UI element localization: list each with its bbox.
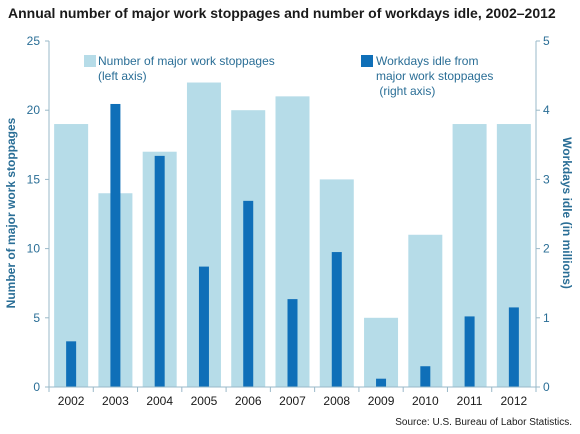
bar-workdays-2008 <box>331 252 342 387</box>
bar-workdays-2005 <box>198 266 209 387</box>
right-tick-label: 0 <box>543 380 550 394</box>
bar-workdays-2012 <box>508 307 519 387</box>
right-axis-title: Workdays idle (in millions) <box>560 137 574 289</box>
legend-label-workdays-line1: Workdays idle from <box>376 54 478 68</box>
chart-title: Annual number of major work stoppages an… <box>8 5 556 21</box>
x-tick-label: 2007 <box>279 394 306 408</box>
legend-swatch-stoppages <box>84 55 96 67</box>
bar-workdays-2004 <box>154 155 165 387</box>
x-ticks: 2002 2003 2004 2005 2006 2007 2008 2009 2010 2011… <box>48 387 537 408</box>
x-tick-label: 2003 <box>102 394 129 408</box>
bar-workdays-2010 <box>420 366 431 387</box>
left-tick-label: 20 <box>27 103 41 117</box>
left-ticks: 0 5 10 15 20 25 <box>27 34 49 394</box>
left-tick-label: 25 <box>27 34 41 48</box>
x-tick-label: 2008 <box>323 394 350 408</box>
legend-swatch-workdays <box>361 55 373 67</box>
legend-label-stoppages-line2: (left axis) <box>98 69 147 83</box>
bar-workdays-2007 <box>287 299 298 387</box>
legend: Number of major work stoppages (left axi… <box>84 54 493 98</box>
right-tick-label: 3 <box>543 172 550 186</box>
legend-label-workdays-line2: major work stoppages <box>376 69 493 83</box>
x-tick-label: 2012 <box>501 394 528 408</box>
left-tick-label: 0 <box>33 380 40 394</box>
bar-workdays-2009 <box>376 378 387 387</box>
bar-workdays-2002 <box>66 341 77 387</box>
left-axis-title: Number of major work stoppages <box>4 117 18 308</box>
bar-workdays-2011 <box>464 316 475 387</box>
bar-stoppages-2009 <box>364 317 399 387</box>
right-tick-label: 2 <box>543 242 550 256</box>
right-ticks: 0 1 2 3 4 5 <box>536 34 550 394</box>
x-tick-label: 2009 <box>368 394 395 408</box>
right-tick-label: 5 <box>543 34 550 48</box>
left-tick-label: 5 <box>33 311 40 325</box>
bar-workdays-2006 <box>243 200 254 387</box>
x-tick-label: 2010 <box>412 394 439 408</box>
left-tick-label: 15 <box>27 172 41 186</box>
x-tick-label: 2011 <box>457 394 483 408</box>
legend-label-stoppages-line1: Number of major work stoppages <box>98 54 275 68</box>
x-tick-label: 2004 <box>146 394 173 408</box>
axes <box>48 41 537 388</box>
x-tick-label: 2005 <box>191 394 218 408</box>
right-tick-label: 1 <box>543 311 550 325</box>
source-note: Source: U.S. Bureau of Labor Statistics. <box>395 417 572 428</box>
bar-workdays-2003 <box>110 103 121 388</box>
workdays-bars <box>66 103 519 388</box>
legend-label-workdays-line3: (right axis) <box>376 84 435 98</box>
x-tick-label: 2002 <box>58 394 85 408</box>
bar-stoppages-2010 <box>408 234 443 387</box>
x-tick-label: 2006 <box>235 394 262 408</box>
left-tick-label: 10 <box>27 242 41 256</box>
right-tick-label: 4 <box>543 103 550 117</box>
